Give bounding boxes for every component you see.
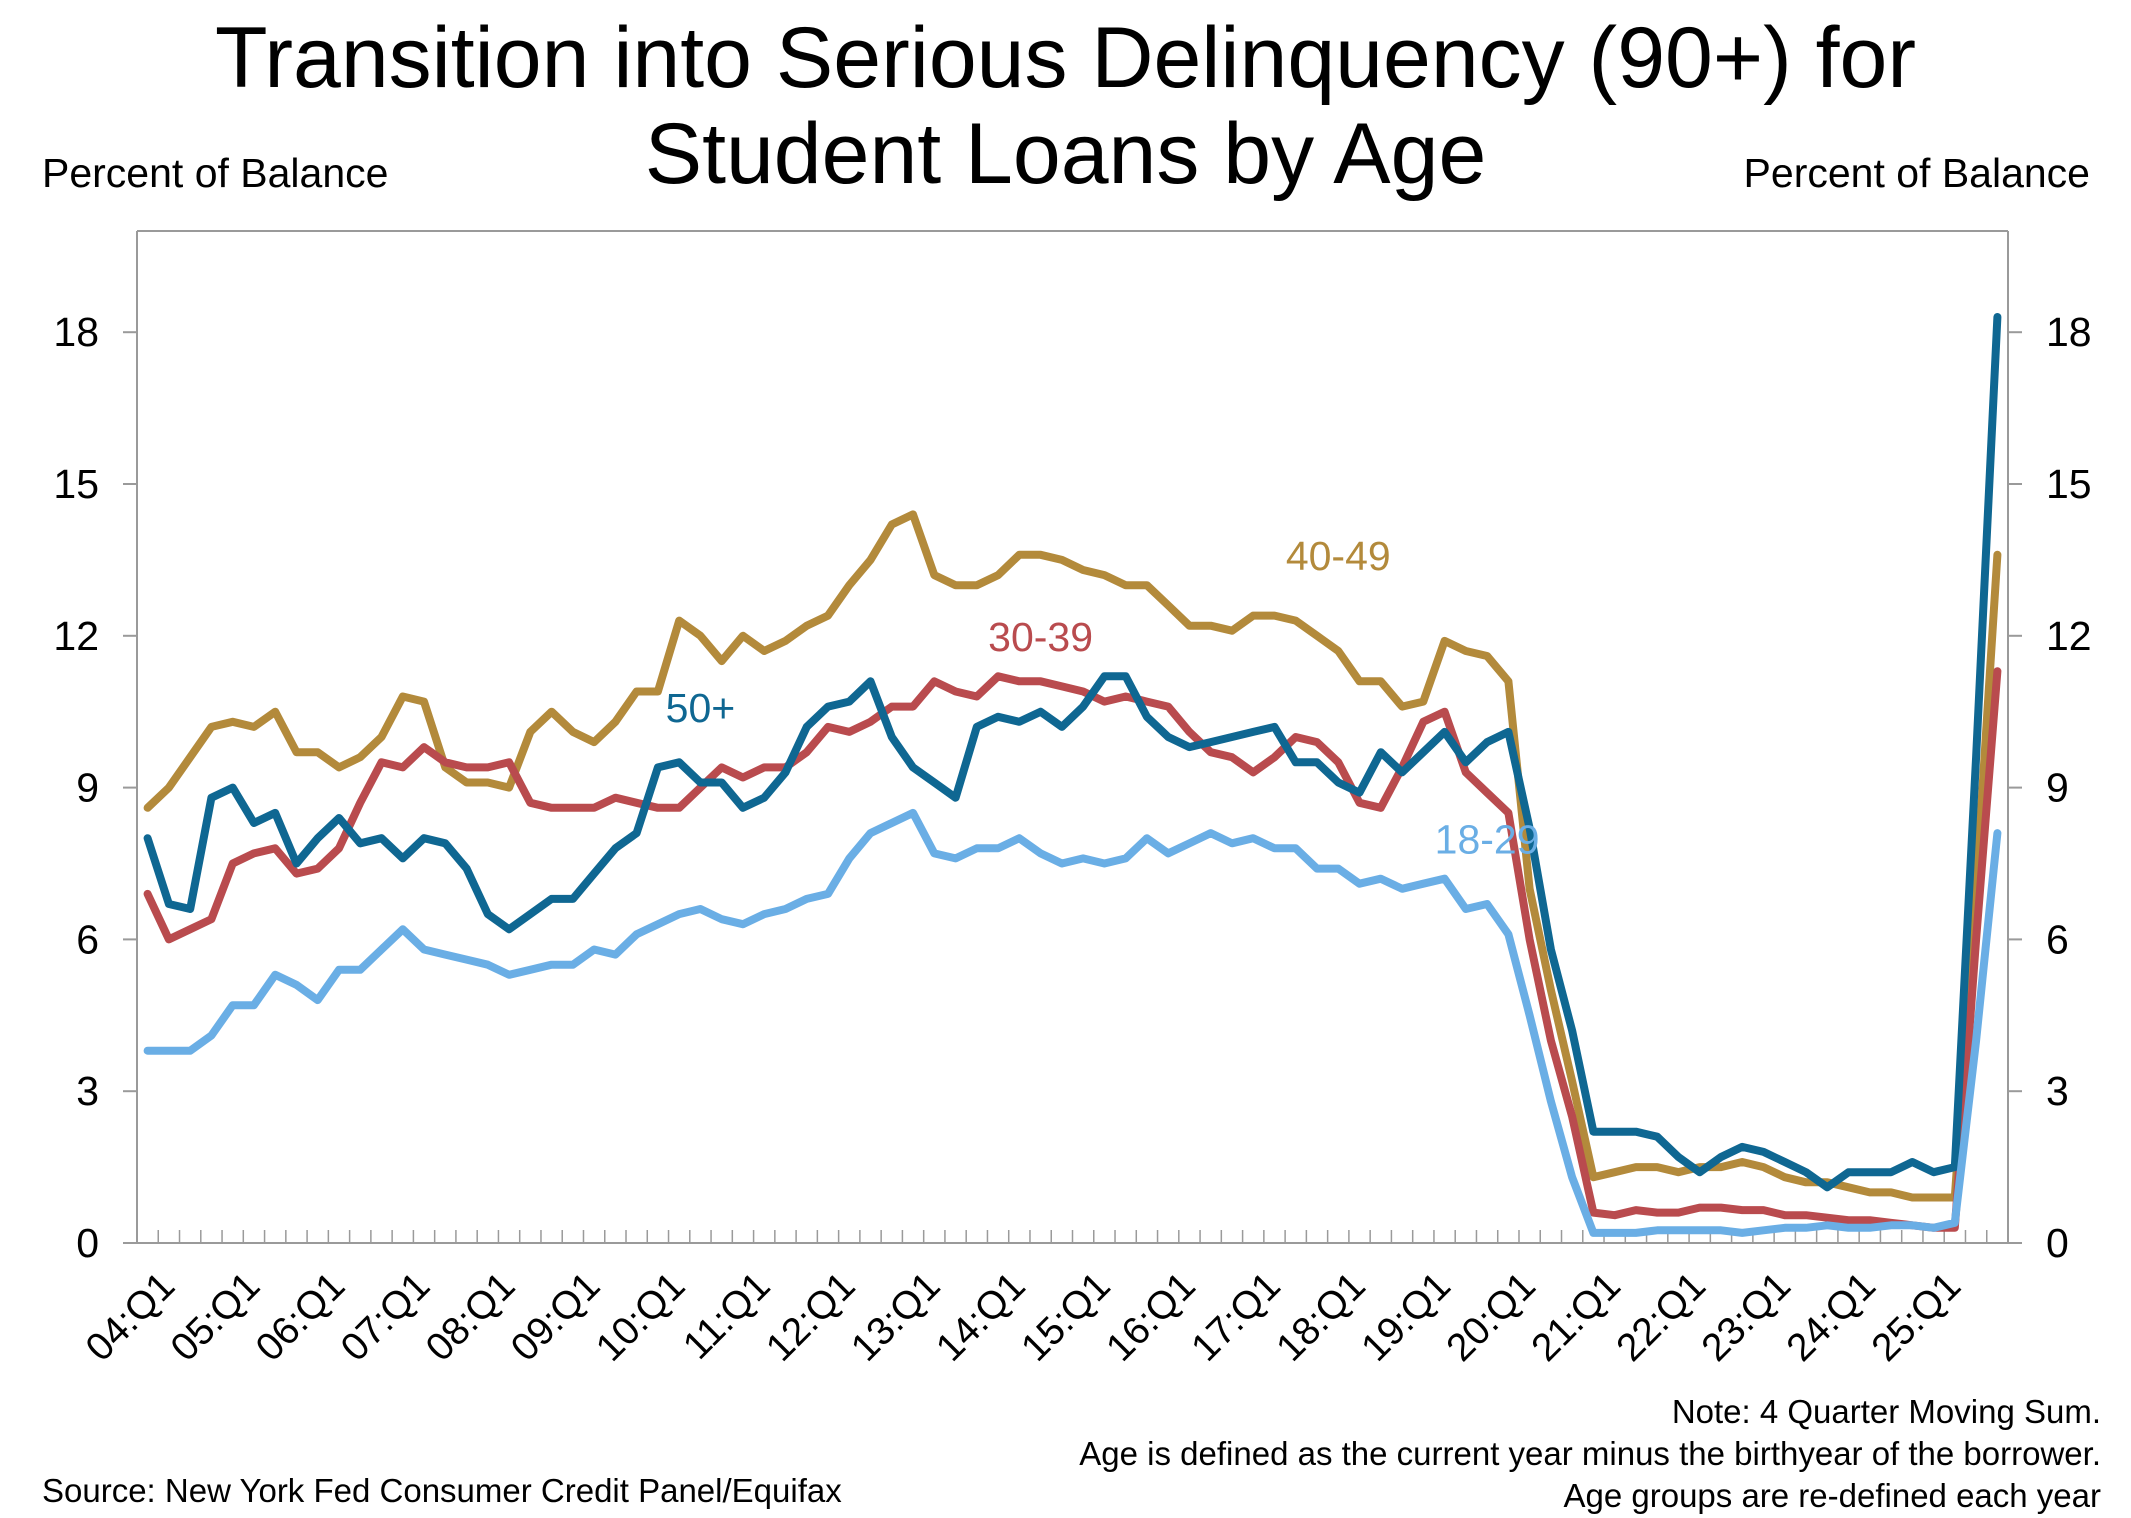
note-line-2: Age is defined as the current year minus… [1079, 1435, 2101, 1472]
x-tick-label: 21:Q1 [1523, 1264, 1629, 1370]
source-note: Source: New York Fed Consumer Credit Pan… [42, 1472, 842, 1509]
x-tick-label: 10:Q1 [588, 1264, 694, 1370]
chart-annotations: 40-49 30-39 50+ 18-29 [666, 533, 1540, 862]
y-tick-label-left: 6 [76, 916, 99, 962]
x-tick-label: 07:Q1 [333, 1264, 439, 1370]
y-tick-label-right: 18 [2046, 309, 2092, 355]
series-line-50+ [143, 313, 2002, 1192]
left-axis-unit-label: Percent of Balance [42, 150, 389, 196]
y-tick-label-left: 0 [76, 1220, 99, 1266]
x-tick-label: 11:Q1 [675, 1264, 778, 1367]
series-line-18-29 [143, 808, 2002, 1237]
x-tick-label: 14:Q1 [928, 1264, 1034, 1370]
chart-title-line-2: Student Loans by Age [644, 106, 1487, 202]
x-tick-label: 20:Q1 [1438, 1264, 1544, 1370]
x-tick-label: 22:Q1 [1609, 1264, 1715, 1370]
x-tick-label: 05:Q1 [163, 1264, 269, 1370]
right-axis-unit-label: Percent of Balance [1743, 150, 2090, 196]
x-tick-label: 04:Q1 [78, 1264, 184, 1370]
series-label-50+: 50+ [666, 685, 736, 731]
x-tick-label: 23:Q1 [1694, 1264, 1800, 1370]
x-tick-label: 19:Q1 [1353, 1264, 1459, 1370]
y-tick-label-left: 15 [53, 461, 99, 507]
series-line-30-39 [143, 667, 2002, 1232]
series-label-18-29: 18-29 [1435, 816, 1540, 862]
y-tick-label-right: 9 [2046, 765, 2069, 811]
note-line-1: Note: 4 Quarter Moving Sum. [1671, 1393, 2101, 1430]
x-tick-label: 08:Q1 [418, 1264, 524, 1370]
x-tick-label: 13:Q1 [843, 1264, 949, 1370]
x-tick-label: 12:Q1 [758, 1264, 864, 1370]
note-line-3: Age groups are re-defined each year [1563, 1477, 2101, 1514]
y-tick-label-right: 3 [2046, 1068, 2069, 1114]
series-label-40-49: 40-49 [1286, 533, 1391, 579]
x-tick-label: 18:Q1 [1268, 1264, 1374, 1370]
x-tick-label: 09:Q1 [503, 1264, 609, 1370]
y-tick-label-right: 0 [2046, 1220, 2069, 1266]
series-line-40-49 [143, 510, 2002, 1202]
x-tick-label: 15:Q1 [1013, 1264, 1119, 1370]
series-label-30-39: 30-39 [988, 614, 1093, 660]
y-tick-label-right: 12 [2046, 613, 2092, 659]
y-tick-label-left: 12 [53, 613, 99, 659]
x-tick-label: 25:Q1 [1864, 1264, 1970, 1370]
x-tick-label: 06:Q1 [248, 1264, 354, 1370]
y-tick-label-right: 6 [2046, 916, 2069, 962]
x-tick-label: 16:Q1 [1098, 1264, 1204, 1370]
y-tick-label-left: 3 [76, 1068, 99, 1114]
y-tick-label-right: 15 [2046, 461, 2092, 507]
x-tick-label: 24:Q1 [1779, 1264, 1885, 1370]
x-tick-label: 17:Q1 [1183, 1264, 1289, 1370]
y-tick-label-left: 18 [53, 309, 99, 355]
chart-title: Transition into Serious Delinquency (90+… [0, 10, 2131, 202]
chart-title-line-1: Transition into Serious Delinquency (90+… [215, 10, 1916, 106]
chart-series [143, 313, 2002, 1237]
y-tick-label-left: 9 [76, 765, 99, 811]
